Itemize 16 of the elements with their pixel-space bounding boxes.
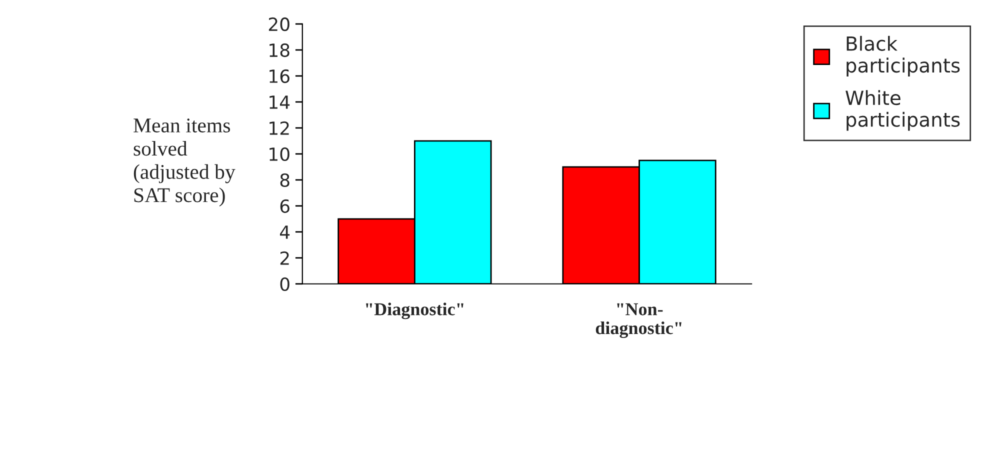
legend-label: White participants — [846, 90, 960, 131]
y-axis-title: Mean items solved (adjusted by SAT score) — [134, 118, 236, 206]
x-tick-label: "Diagnostic" — [366, 302, 464, 320]
y-tick-label: 6 — [280, 199, 290, 214]
y-tick-label: 10 — [270, 147, 290, 162]
y-tick-label: 12 — [270, 121, 289, 135]
legend-label: Black participants — [846, 36, 960, 76]
y-tick-label: 16 — [270, 69, 290, 84]
y-tick-label: 18 — [270, 43, 290, 58]
y-tick-label: 14 — [270, 96, 290, 109]
y-tick-label: 20 — [268, 17, 290, 32]
y-tick-label: 2 — [280, 251, 289, 265]
y-tick-label: 4 — [280, 226, 290, 239]
y-tick-label: 0 — [280, 277, 290, 291]
x-tick-label: "Non- diagnostic" — [596, 303, 682, 338]
y-tick-label: 8 — [280, 173, 290, 188]
